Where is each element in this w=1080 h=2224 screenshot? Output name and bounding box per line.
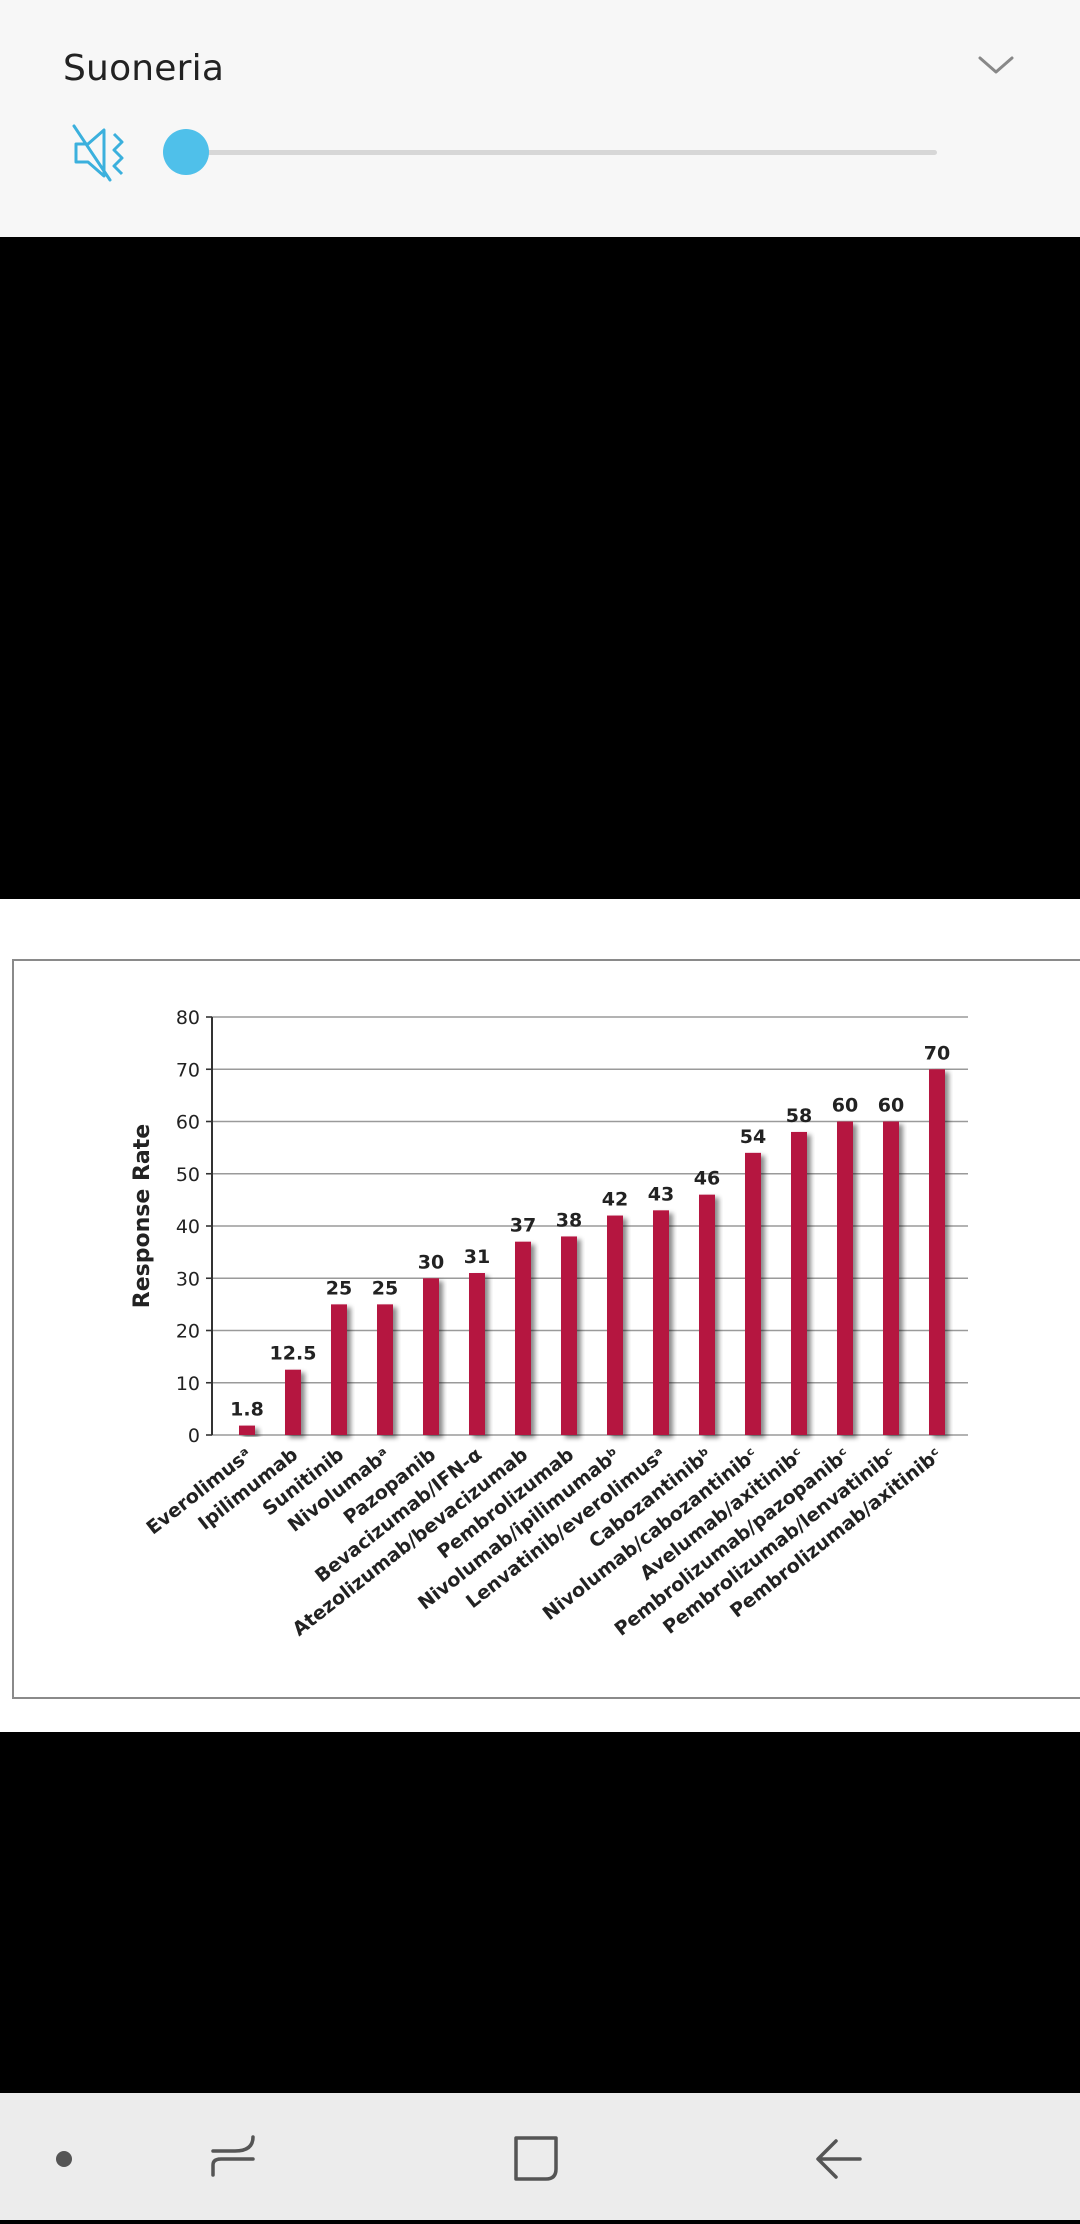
bar bbox=[883, 1121, 899, 1435]
bar bbox=[929, 1069, 945, 1435]
data-label: 31 bbox=[464, 1246, 490, 1268]
y-tick-label: 50 bbox=[176, 1164, 200, 1186]
bar bbox=[469, 1273, 485, 1435]
data-label: 38 bbox=[556, 1209, 582, 1231]
bar bbox=[561, 1236, 577, 1435]
navigation-bar bbox=[0, 2093, 1080, 2220]
data-label: 1.8 bbox=[230, 1399, 264, 1421]
data-label: 70 bbox=[924, 1042, 950, 1064]
y-tick-label: 40 bbox=[176, 1216, 200, 1238]
data-label: 54 bbox=[740, 1126, 766, 1148]
y-tick-label: 80 bbox=[176, 1007, 200, 1029]
bar bbox=[331, 1304, 347, 1435]
bar bbox=[515, 1241, 531, 1435]
figure-image: 0 10 20 30 40 50 60 70 80 1.8 Everolimusᵃ 12.5 Ipili… bbox=[0, 899, 1080, 1732]
home-icon[interactable] bbox=[476, 2093, 596, 2220]
data-label: 58 bbox=[786, 1105, 812, 1127]
bar bbox=[377, 1304, 393, 1435]
bar bbox=[699, 1194, 715, 1435]
chart-frame: 0 10 20 30 40 50 60 70 80 1.8 Everolimusᵃ 12.5 Ipili… bbox=[12, 959, 1080, 1699]
bar bbox=[653, 1210, 669, 1435]
volume-slider-track[interactable] bbox=[187, 150, 937, 155]
data-label: 37 bbox=[510, 1215, 536, 1237]
bar bbox=[285, 1369, 301, 1435]
chart-gridlines bbox=[212, 1016, 968, 1436]
y-tick-label: 30 bbox=[176, 1268, 200, 1290]
data-label: 46 bbox=[694, 1168, 720, 1190]
data-label: 42 bbox=[602, 1189, 628, 1211]
chevron-down-icon[interactable] bbox=[966, 44, 1026, 88]
recents-icon[interactable] bbox=[173, 2093, 293, 2220]
bar bbox=[423, 1278, 439, 1435]
y-axis-label: Response Rate bbox=[130, 1124, 155, 1308]
y-tick-label: 0 bbox=[188, 1425, 200, 1447]
y-tick-label: 60 bbox=[176, 1112, 200, 1134]
bar bbox=[607, 1215, 623, 1435]
y-tick-label: 10 bbox=[176, 1373, 200, 1395]
data-label: 60 bbox=[878, 1095, 904, 1117]
back-icon[interactable] bbox=[780, 2093, 900, 2220]
image-viewer[interactable]: 0 10 20 30 40 50 60 70 80 1.8 Everolimusᵃ 12.5 Ipili… bbox=[0, 237, 1080, 2093]
chart-bars bbox=[239, 1069, 945, 1435]
volume-panel-title: Suoneria bbox=[63, 48, 225, 89]
data-label: 25 bbox=[326, 1277, 352, 1299]
data-label: 43 bbox=[648, 1183, 674, 1205]
volume-slider-thumb[interactable] bbox=[163, 129, 209, 175]
chart-labels: 010203040506070801.8Everolimusᵃ12.5Ipili… bbox=[142, 1007, 950, 1641]
data-label: 12.5 bbox=[270, 1343, 317, 1365]
dot-icon[interactable] bbox=[4, 2093, 124, 2220]
bar bbox=[837, 1121, 853, 1435]
data-label: 30 bbox=[418, 1251, 444, 1273]
response-rate-chart: 010203040506070801.8Everolimusᵃ12.5Ipili… bbox=[130, 1007, 968, 1641]
bar bbox=[239, 1425, 255, 1435]
muted-speaker-icon[interactable] bbox=[70, 120, 136, 186]
chart-axes bbox=[206, 1016, 213, 1436]
data-label: 25 bbox=[372, 1277, 398, 1299]
volume-panel: Suoneria bbox=[0, 0, 1080, 237]
bar bbox=[791, 1131, 807, 1435]
y-tick-label: 70 bbox=[176, 1059, 200, 1081]
bar bbox=[745, 1152, 761, 1435]
data-label: 60 bbox=[832, 1095, 858, 1117]
y-tick-label: 20 bbox=[176, 1321, 200, 1343]
